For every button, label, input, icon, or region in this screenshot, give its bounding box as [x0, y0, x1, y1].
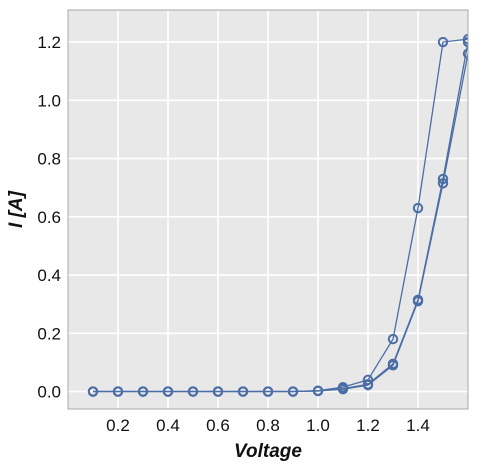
x-axis-label: Voltage	[234, 441, 302, 462]
series-line	[93, 53, 468, 393]
x-tick-label: 0.6	[206, 416, 230, 435]
x-tick-label: 1.4	[406, 416, 430, 435]
data-point	[437, 178, 449, 189]
x-tick-label: 0.2	[106, 416, 130, 435]
y-axis-label: I [A]	[6, 190, 27, 228]
data-point	[337, 383, 349, 395]
x-tick-label: 1.0	[306, 416, 330, 435]
x-tick-label: 0.4	[156, 416, 180, 435]
data-point	[437, 36, 449, 48]
y-tick-label: 0.6	[37, 208, 61, 227]
data-point	[212, 386, 224, 397]
data-point	[312, 385, 324, 397]
data-point	[162, 386, 174, 397]
y-axis-ticks: 0.0 0.2 0.4 0.6 0.8 1.0 1.2	[37, 33, 61, 401]
data-point	[412, 296, 424, 307]
series-3	[87, 48, 468, 397]
data-point	[287, 386, 299, 397]
plot-frame	[67, 9, 469, 410]
data-point	[187, 386, 199, 397]
y-tick-label: 1.0	[37, 91, 61, 110]
y-tick-label: 0.4	[37, 266, 61, 285]
x-tick-label: 1.2	[356, 416, 380, 435]
data-point	[237, 386, 249, 397]
data-point	[412, 202, 424, 214]
data-point	[387, 333, 399, 345]
y-tick-label: 0.0	[37, 383, 61, 402]
data-point	[262, 386, 274, 397]
x-tick-label: 0.8	[256, 416, 280, 435]
y-tick-label: 1.2	[37, 33, 61, 52]
x-axis-ticks: 0.2 0.4 0.6 0.8 1.0 1.2 1.4	[106, 416, 430, 435]
data-point	[112, 386, 124, 397]
y-tick-label: 0.2	[37, 324, 61, 343]
y-tick-label: 0.8	[37, 150, 61, 169]
data-point	[87, 386, 99, 397]
data-point	[137, 386, 149, 397]
data-point	[387, 360, 399, 371]
data-point	[362, 379, 374, 391]
